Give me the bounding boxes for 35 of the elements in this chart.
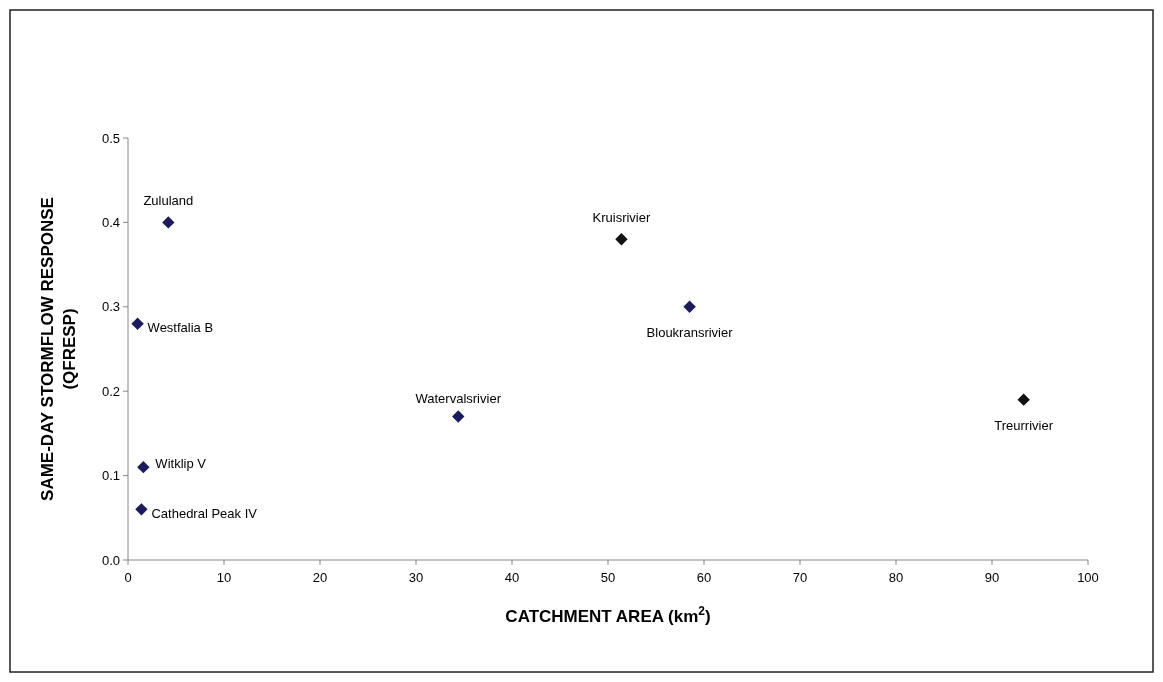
- y-tick-label: 0.5: [101, 130, 120, 146]
- point: [683, 300, 696, 313]
- point: [162, 216, 175, 229]
- y-tick-label: 0.1: [101, 468, 120, 484]
- annotation: Treurrivier: [994, 418, 1054, 434]
- annotation: Westfalia B: [147, 320, 214, 336]
- annotation: Zululand: [143, 192, 194, 208]
- x-tick-label: 80: [888, 570, 904, 585]
- x-tick-label: 60: [696, 570, 712, 585]
- annotation: Witklip V: [155, 455, 207, 471]
- x-tick-label: 0: [124, 570, 132, 585]
- x-tick-label: 90: [984, 570, 1000, 585]
- point: [615, 233, 628, 246]
- point: [1017, 393, 1030, 406]
- y-tick-label: 0.2: [101, 383, 120, 399]
- x-tick-label: 50: [600, 570, 616, 585]
- x-tick-label: 20: [312, 570, 328, 585]
- y-axis-title: SAME-DAY STORMFLOW RESPONSE (QFRESP): [38, 197, 79, 501]
- x-tick-label: 70: [792, 570, 808, 585]
- x-tick-label: 10: [216, 570, 232, 585]
- annotation: Bloukransrivier: [646, 325, 734, 341]
- annotation: Watervalsrivier: [415, 391, 502, 407]
- x-axis-title: CATCHMENT AREA (km$^{2}$): [505, 604, 711, 626]
- annotation: Kruisrivier: [592, 209, 651, 225]
- point: [137, 460, 150, 474]
- x-tick-label: 30: [408, 570, 424, 585]
- x-tick-label: 100: [1077, 570, 1099, 585]
- point: [452, 410, 465, 423]
- point: [131, 317, 144, 330]
- y-tick-label: 0.0: [101, 552, 120, 568]
- x-tick-label: 40: [504, 570, 520, 585]
- point: [135, 503, 148, 516]
- y-tick-label: 0.3: [101, 299, 120, 315]
- y-tick-label: 0.4: [101, 214, 120, 230]
- annotation: Cathedral Peak IV: [151, 505, 258, 521]
